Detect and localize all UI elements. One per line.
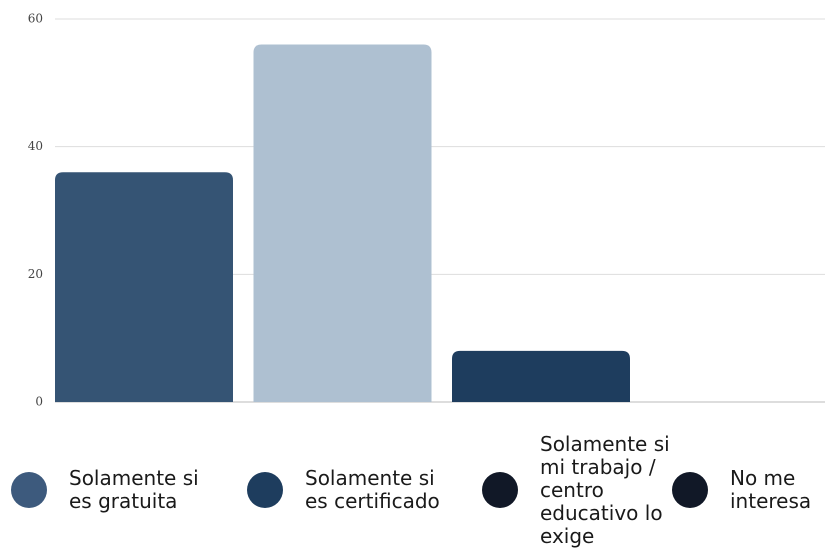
legend-label: Solamente si mi trabajo / centro educati… bbox=[540, 431, 670, 548]
legend-label: Solamente si es certificado bbox=[305, 466, 440, 513]
legend-item: Solamente si es gratuita bbox=[11, 430, 219, 550]
legend-label: No me interesa bbox=[730, 466, 812, 513]
y-tick-label: 20 bbox=[28, 267, 43, 281]
y-tick-label: 60 bbox=[28, 12, 43, 26]
legend-swatch bbox=[11, 472, 47, 508]
legend-label: Solamente si es gratuita bbox=[69, 466, 199, 513]
legend-swatch bbox=[247, 472, 283, 508]
bar bbox=[452, 350, 630, 402]
legend-item: Solamente si es certificado bbox=[247, 430, 455, 550]
legend-item: Solamente si mi trabajo / centro educati… bbox=[482, 430, 680, 550]
bar bbox=[253, 44, 432, 403]
y-tick-label: 40 bbox=[28, 139, 43, 153]
y-tick-label: 0 bbox=[35, 395, 43, 409]
legend-swatch bbox=[482, 472, 518, 508]
chart: 0 20 40 60 bbox=[28, 12, 825, 409]
legend-swatch bbox=[672, 472, 708, 508]
bar bbox=[55, 172, 233, 402]
legend-item: No me interesa bbox=[672, 430, 825, 550]
